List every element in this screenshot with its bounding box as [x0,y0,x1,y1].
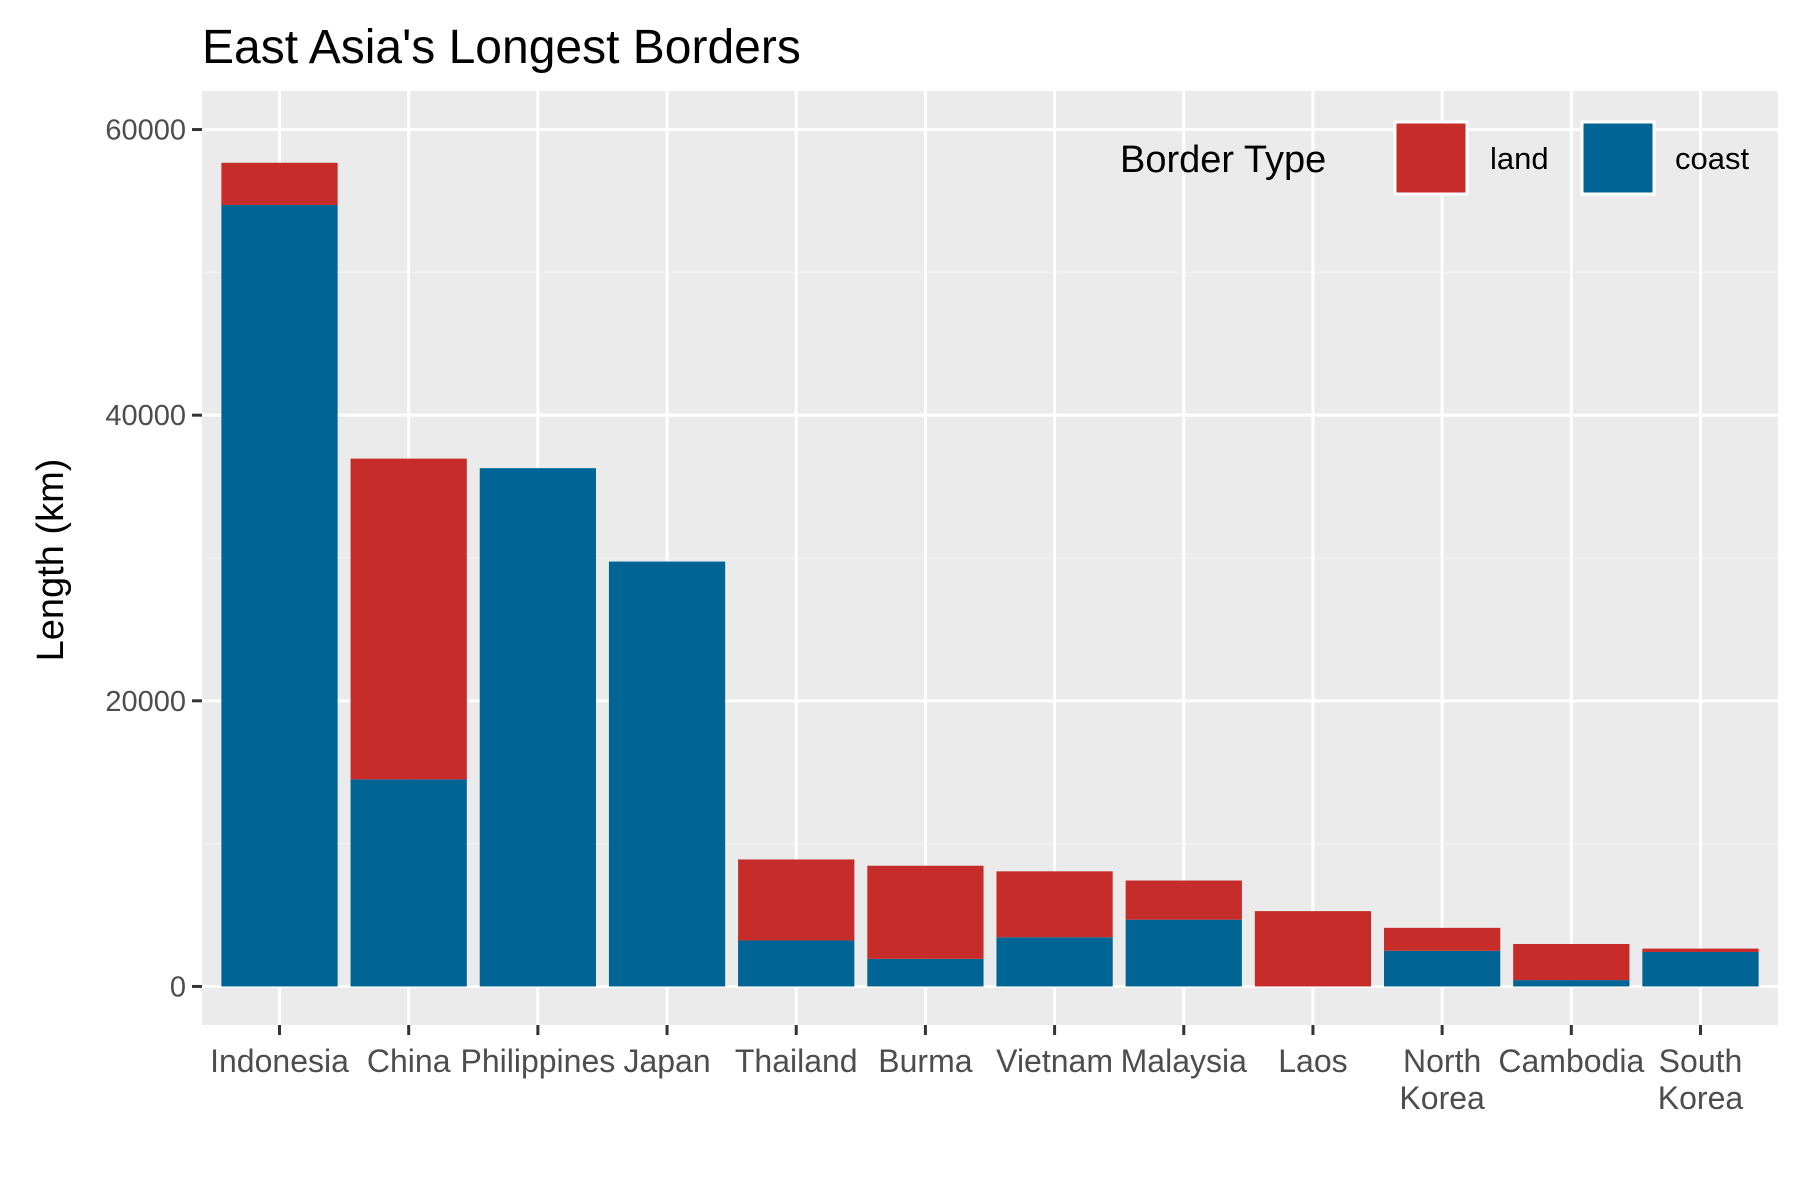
x-tick-label: South Korea [1658,1043,1744,1116]
bars [221,162,1759,987]
x-tick-label: Laos [1278,1043,1347,1079]
bar-land-laos [1254,911,1372,987]
legend-label-coast: coast [1675,141,1749,176]
x-tick-label: Cambodia [1498,1043,1644,1079]
legend-title: Border Type [1120,139,1326,181]
x-tick-label: Burma [878,1043,972,1079]
bar-coast-vietnam [996,937,1113,987]
x-tick-label: Philippines [460,1043,615,1079]
y-tick-label: 20000 [105,686,186,718]
legend: Border Type land coast [1120,120,1749,196]
bar-coast-philippines [479,468,596,987]
bar-coast-north-korea [1384,950,1501,987]
x-tick-label: Thailand [735,1043,858,1079]
x-tick-label: North Korea [1399,1043,1485,1116]
bar-land-burma [867,865,984,959]
bar-coast-cambodia [1513,980,1630,987]
bar-coast-indonesia [221,205,338,987]
bar-coast-thailand [738,940,855,987]
chart-title: East Asia's Longest Borders [202,21,801,74]
axes: 0 20000 40000 60000 Indonesia China Philippine… [105,115,1743,1116]
x-tick-label: Indonesia [210,1043,349,1079]
bar-land-north-korea [1384,927,1501,951]
bar-coast-china [350,779,467,987]
y-axis-title: Length (km) [30,459,72,662]
bar-land-indonesia [221,162,338,206]
bar-land-thailand [738,859,855,941]
legend-label-land: land [1490,141,1549,176]
y-tick-label: 40000 [105,400,186,432]
legend-key-coast [1580,120,1656,196]
bar-coast-malaysia [1125,919,1242,987]
bar-land-cambodia [1513,943,1630,981]
y-tick-label: 60000 [105,115,186,147]
bar-land-china [350,458,467,780]
bar-coast-south-korea [1642,951,1759,987]
bar-coast-japan [608,561,726,987]
x-tick-label: Malaysia [1121,1043,1247,1079]
x-tick-label: Japan [623,1043,710,1079]
x-tick-label: Vietnam [996,1043,1113,1079]
bar-coast-burma [867,958,984,987]
bar-land-south-korea [1642,948,1759,952]
bar-land-malaysia [1125,880,1242,920]
legend-key-land [1393,120,1469,196]
bar-land-vietnam [996,871,1113,938]
y-tick-label: 0 [170,971,186,1003]
x-tick-label: China [367,1043,451,1079]
